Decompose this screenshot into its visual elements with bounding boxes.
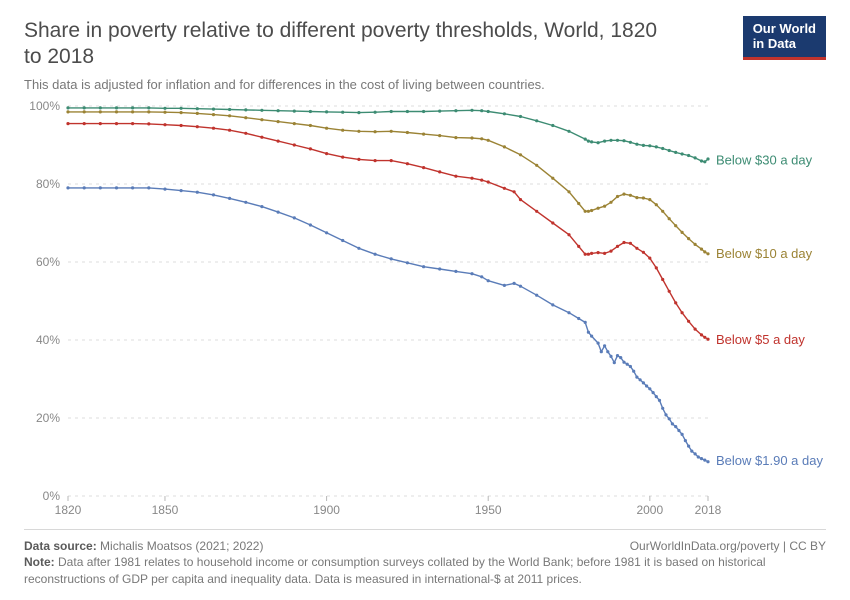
line-chart-svg: 0% 20% 40% 60% 80% 100% 1820 1850 1900 1950 2000 20… xyxy=(24,100,826,520)
svg-text:Below $5 a day: Below $5 a day xyxy=(716,332,805,347)
svg-text:1950: 1950 xyxy=(475,503,502,517)
chart-footer: Data source: Michalis Moatsos (2021; 202… xyxy=(24,529,826,588)
note-label: Note: xyxy=(24,555,55,569)
chart-subtitle: This data is adjusted for inflation and … xyxy=(24,77,826,92)
chart-header: Share in poverty relative to different p… xyxy=(0,0,850,100)
logo-line2: in Data xyxy=(753,36,796,51)
source-label: Data source: xyxy=(24,539,97,553)
svg-text:1850: 1850 xyxy=(152,503,179,517)
note-text: Data after 1981 relates to household inc… xyxy=(24,555,766,586)
svg-text:0%: 0% xyxy=(43,489,61,503)
svg-text:2018: 2018 xyxy=(695,503,722,517)
footer-note: Note: Data after 1981 relates to househo… xyxy=(24,554,826,588)
svg-text:2000: 2000 xyxy=(636,503,663,517)
svg-text:60%: 60% xyxy=(36,255,60,269)
data-source: Data source: Michalis Moatsos (2021; 202… xyxy=(24,538,263,555)
svg-text:100%: 100% xyxy=(29,100,60,113)
svg-text:40%: 40% xyxy=(36,333,60,347)
svg-text:1900: 1900 xyxy=(313,503,340,517)
svg-text:Below $30 a day: Below $30 a day xyxy=(716,153,813,168)
owid-logo: Our World in Data xyxy=(743,16,826,60)
source-text: Michalis Moatsos (2021; 2022) xyxy=(100,539,263,553)
svg-text:Below $1.90 a day: Below $1.90 a day xyxy=(716,453,823,468)
svg-text:Below $10 a day: Below $10 a day xyxy=(716,246,813,261)
svg-text:80%: 80% xyxy=(36,177,60,191)
svg-text:20%: 20% xyxy=(36,411,60,425)
chart-area: 0% 20% 40% 60% 80% 100% 1820 1850 1900 1950 2000 20… xyxy=(24,100,826,520)
footer-link: OurWorldInData.org/poverty | CC BY xyxy=(630,538,826,555)
svg-text:1820: 1820 xyxy=(55,503,82,517)
chart-title: Share in poverty relative to different p… xyxy=(24,18,664,71)
logo-line1: Our World xyxy=(753,21,816,36)
